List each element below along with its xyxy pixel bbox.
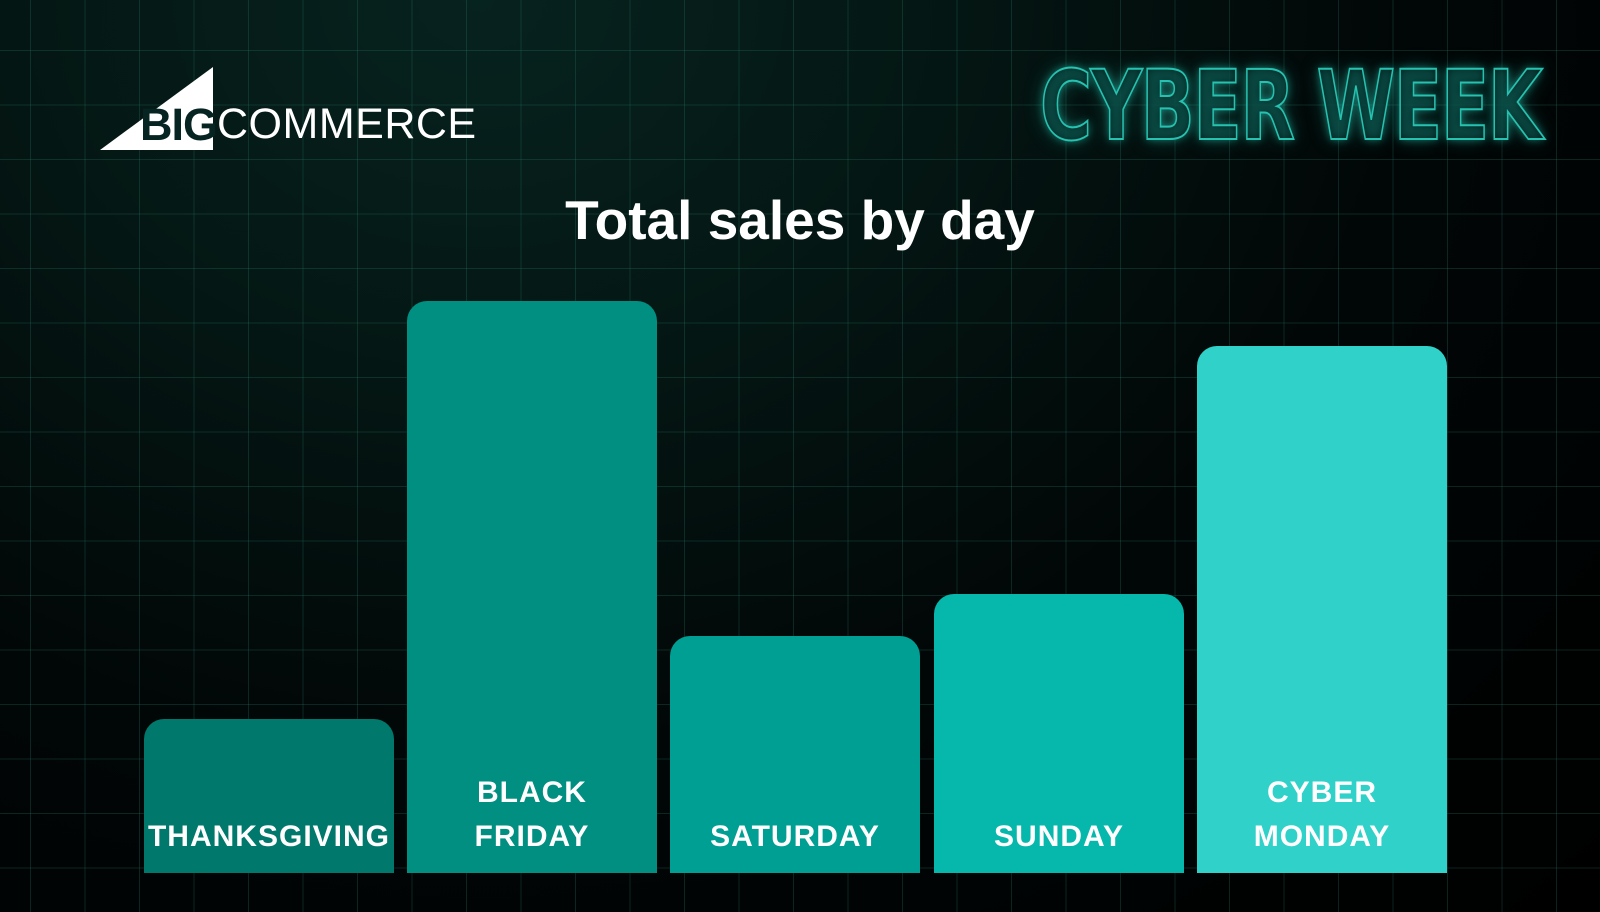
bar-saturday: SATURDAY — [670, 636, 920, 873]
bar-black-friday: BLACK FRIDAY — [407, 301, 657, 873]
chart-title: Total sales by day — [565, 189, 1035, 251]
bar-label: SUNDAY — [994, 820, 1124, 853]
bar-label: BLACK FRIDAY — [474, 776, 590, 853]
logo-commerce-text: COMMERCE — [217, 100, 477, 148]
bar-label: THANKSGIVING — [147, 820, 390, 853]
bar-label: CYBER MONDAY — [1253, 776, 1391, 853]
bigcommerce-logo: BIG COMMERCE — [100, 67, 476, 152]
cyber-week-heading: CYBER WEEK — [1039, 49, 1543, 163]
bar-cyber-monday: CYBER MONDAY — [1197, 346, 1447, 873]
bar-sunday: SUNDAY — [934, 594, 1184, 873]
bar-thanksgiving: THANKSGIVING — [144, 719, 394, 873]
logo-triangle-icon — [100, 67, 213, 150]
logo-big-text: BIG — [140, 99, 218, 150]
bar-label: SATURDAY — [710, 820, 880, 853]
